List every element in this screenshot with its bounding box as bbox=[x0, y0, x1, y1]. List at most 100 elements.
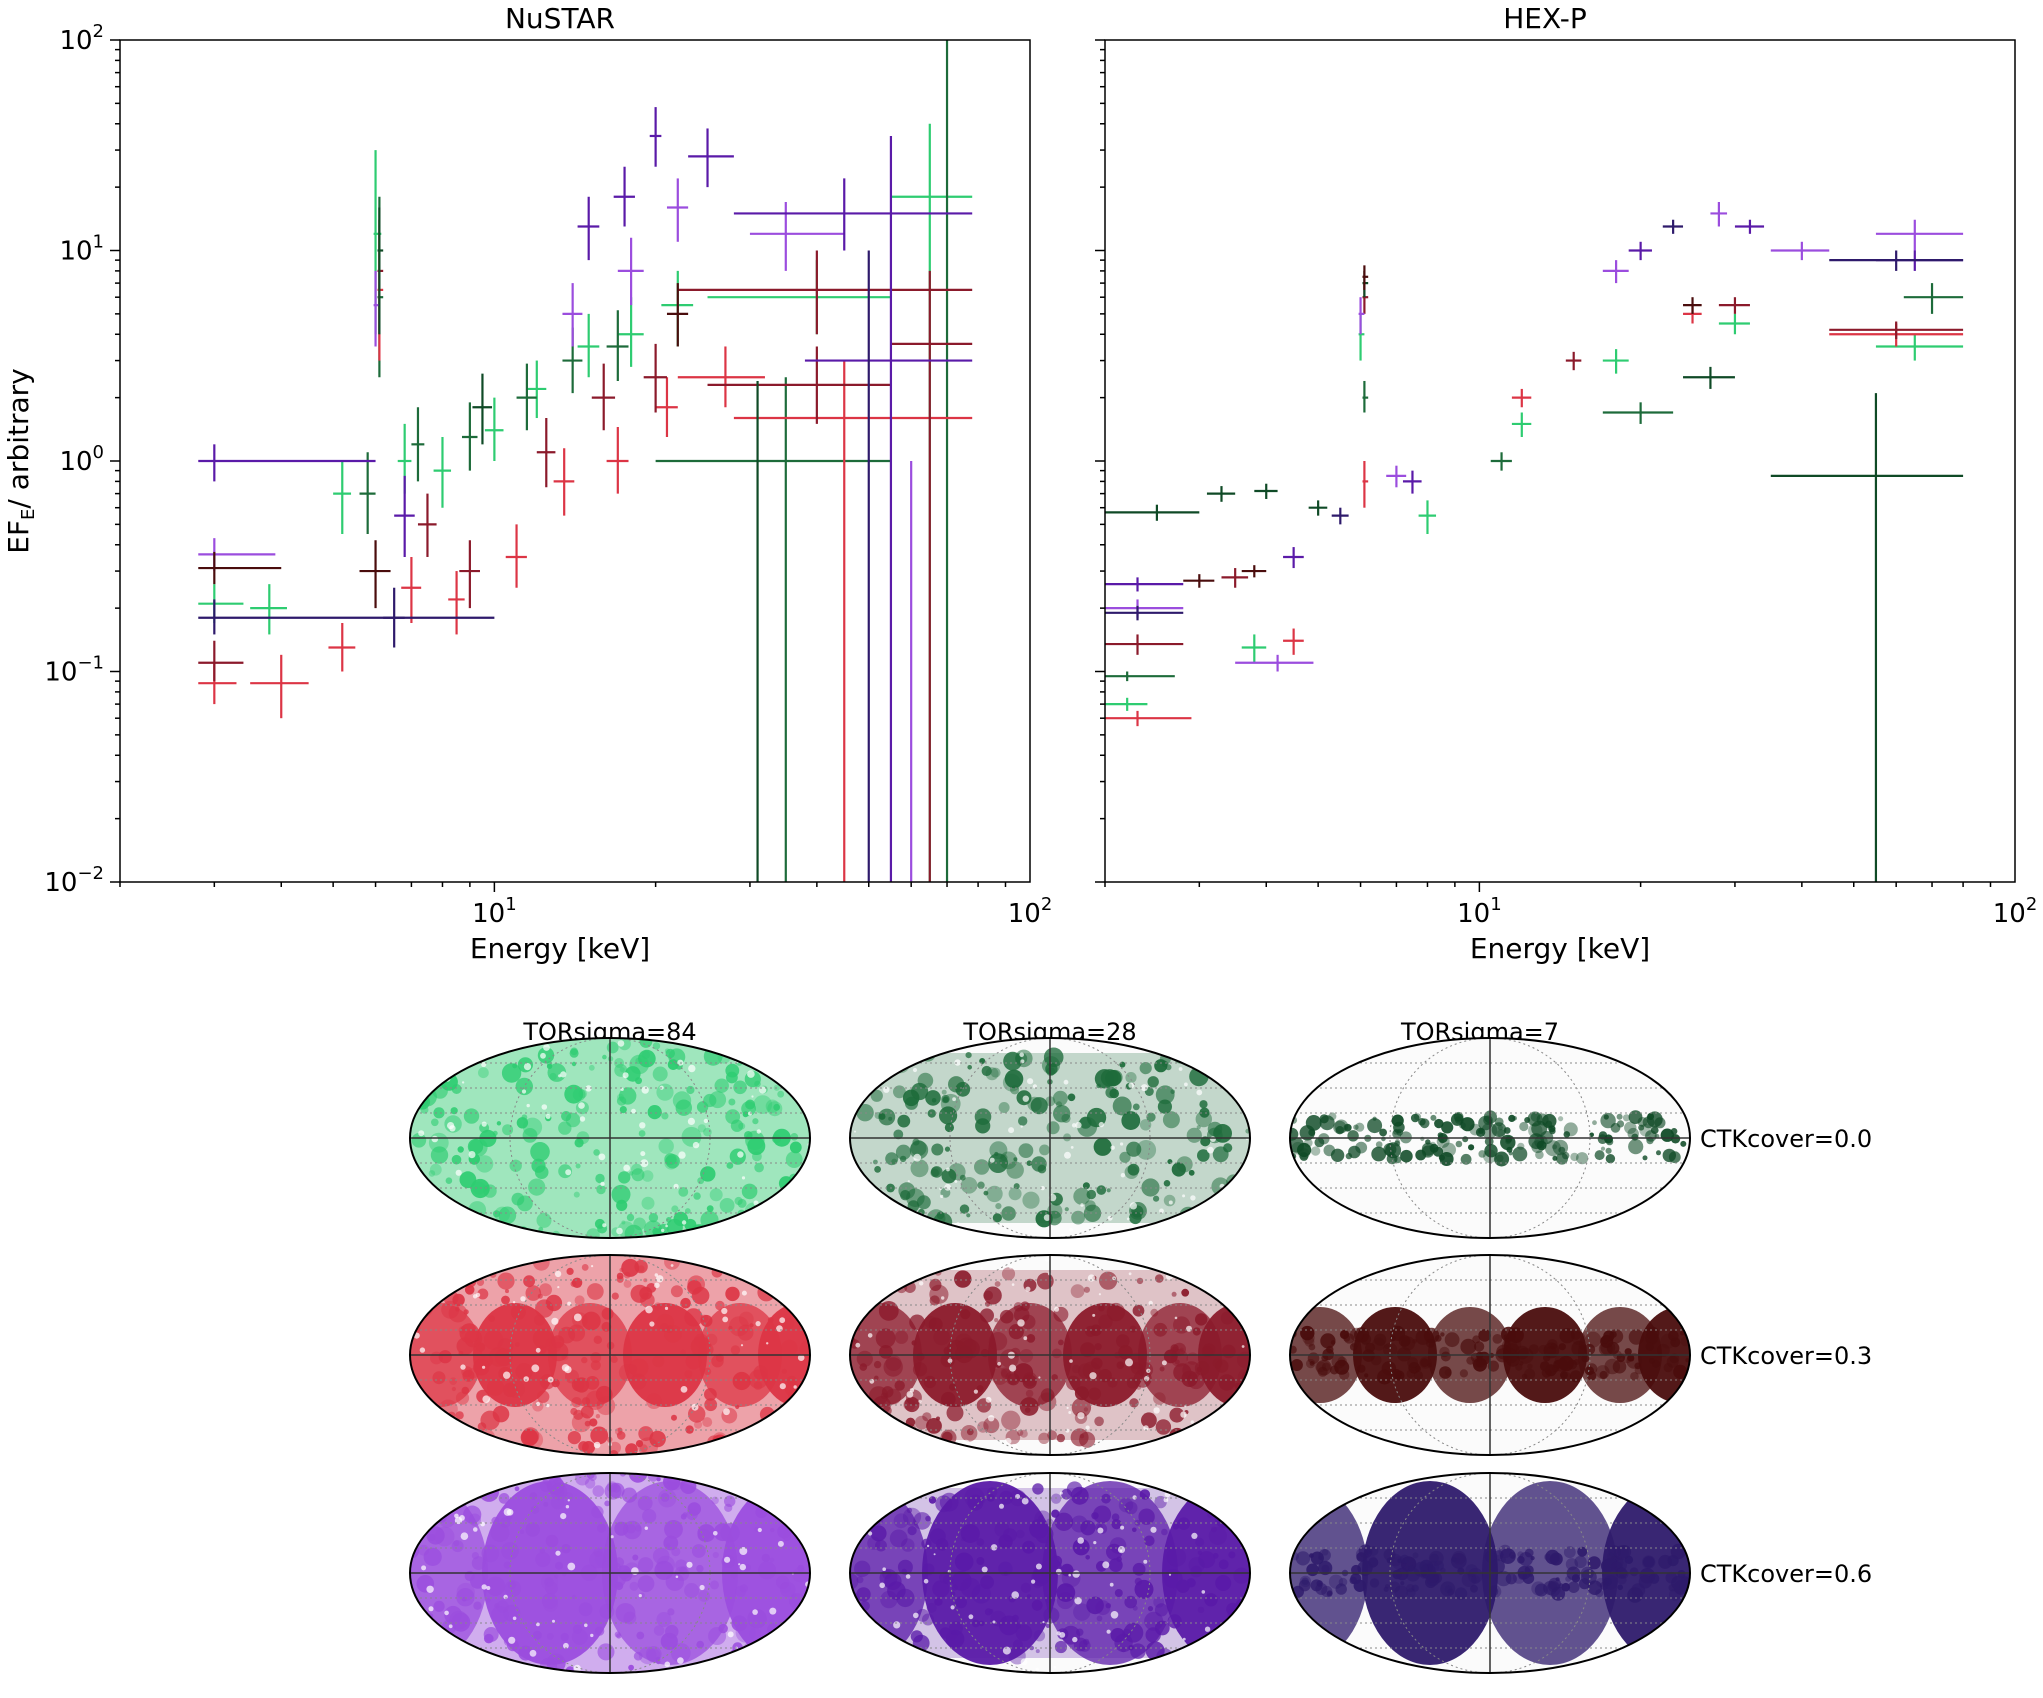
sky-blob bbox=[667, 1608, 675, 1616]
sky-blob bbox=[1054, 1640, 1068, 1654]
sky-speckle bbox=[1126, 1217, 1130, 1221]
sky-blob bbox=[704, 1388, 717, 1401]
sky-blob bbox=[461, 1386, 470, 1395]
sky-blob bbox=[487, 1378, 504, 1396]
sky-blob bbox=[1428, 1550, 1444, 1566]
hexp-series-4-point-2 bbox=[1358, 297, 1365, 335]
sky-speckle bbox=[1098, 1121, 1105, 1128]
sky-map-outline bbox=[409, 1037, 811, 1239]
sky-blob bbox=[652, 1547, 670, 1565]
nustar-series-5-point-7 bbox=[804, 135, 973, 882]
sky-blob bbox=[1581, 1569, 1597, 1586]
sky-speckle bbox=[1063, 1079, 1069, 1085]
sky-blob bbox=[1001, 1267, 1016, 1281]
sky-blob bbox=[503, 1561, 511, 1569]
sky-blob bbox=[1587, 1556, 1601, 1570]
sky-blob bbox=[666, 1325, 674, 1334]
sky-speckle bbox=[713, 1531, 718, 1536]
sky-blob bbox=[647, 1105, 662, 1120]
sky-blob bbox=[1471, 1575, 1480, 1585]
sky-blob bbox=[470, 1573, 486, 1589]
sky-blob bbox=[941, 1391, 956, 1407]
sky-speckle bbox=[1174, 1316, 1178, 1320]
sky-blob bbox=[615, 1581, 624, 1591]
sky-speckle bbox=[472, 1294, 478, 1299]
sky-blob bbox=[1309, 1361, 1315, 1366]
sky-blob bbox=[1118, 1345, 1133, 1360]
sky-blob bbox=[1132, 1103, 1140, 1111]
sky-blob bbox=[946, 1404, 964, 1422]
nustar-series-7-point-1 bbox=[359, 540, 391, 609]
sky-blob bbox=[473, 1601, 482, 1610]
sky-blob bbox=[1459, 1369, 1468, 1378]
sky-blob bbox=[1055, 1101, 1063, 1108]
sky-blob bbox=[1154, 1620, 1170, 1636]
sky-blob bbox=[571, 1629, 588, 1645]
sky-speckle bbox=[926, 1544, 930, 1548]
sky-blob bbox=[1319, 1114, 1329, 1124]
sky-blob bbox=[1198, 1551, 1216, 1569]
sky-blob bbox=[1355, 1141, 1368, 1154]
sky-speckle bbox=[1080, 1203, 1084, 1207]
sky-blob bbox=[875, 1539, 887, 1552]
nustar-series-5-point-3 bbox=[613, 166, 635, 227]
sky-blob bbox=[1153, 1195, 1160, 1202]
sky-blob bbox=[944, 1146, 951, 1152]
sky-blob bbox=[738, 1311, 754, 1327]
sky-speckle bbox=[1043, 1214, 1051, 1221]
sky-speckle bbox=[512, 1616, 517, 1621]
sky-blob bbox=[658, 1138, 674, 1154]
sky-speckle bbox=[664, 1306, 669, 1310]
sky-speckle bbox=[486, 1586, 491, 1590]
sky-blob bbox=[711, 1496, 719, 1505]
sky-blob bbox=[494, 1206, 510, 1223]
y-tick-label: 100 bbox=[59, 442, 104, 477]
sky-blob bbox=[1353, 1579, 1366, 1592]
sky-blob bbox=[664, 1153, 677, 1166]
sky-blob bbox=[752, 1151, 762, 1162]
sky-speckle bbox=[563, 1642, 569, 1649]
sky-blob bbox=[1040, 1388, 1055, 1403]
sky-blob bbox=[601, 1307, 614, 1320]
sky-blob bbox=[931, 1143, 944, 1156]
sky-blob bbox=[1385, 1584, 1390, 1589]
sky-blob bbox=[463, 1505, 482, 1524]
sky-blob bbox=[894, 1330, 909, 1344]
sky-speckle bbox=[1159, 1208, 1164, 1214]
hexp-series-5-point-1 bbox=[1283, 547, 1304, 569]
sky-blob bbox=[625, 1443, 638, 1455]
sky-blob bbox=[1066, 1375, 1081, 1391]
sky-speckle bbox=[1186, 1325, 1192, 1332]
sky-speckle bbox=[421, 1565, 427, 1571]
sky-blob bbox=[556, 1655, 563, 1663]
sky-blob bbox=[462, 1369, 475, 1382]
sky-speckle bbox=[992, 1620, 996, 1624]
sky-blob bbox=[451, 1154, 462, 1165]
sky-blob bbox=[1629, 1567, 1639, 1577]
sky-blob bbox=[1141, 1412, 1157, 1429]
sky-blob bbox=[1440, 1567, 1446, 1574]
sky-speckle bbox=[941, 1296, 945, 1300]
sky-blob bbox=[1589, 1132, 1594, 1138]
sky-blob bbox=[1561, 1582, 1571, 1592]
sky-blob bbox=[1318, 1560, 1333, 1576]
sky-blob bbox=[911, 1340, 917, 1346]
sky-blob bbox=[697, 1528, 711, 1542]
sky-blob bbox=[581, 1264, 589, 1271]
sky-blob bbox=[1096, 1615, 1103, 1622]
sky-blob bbox=[1601, 1337, 1608, 1344]
sky-speckle bbox=[777, 1540, 784, 1547]
sky-blob bbox=[535, 1551, 551, 1568]
sky-blob bbox=[634, 1259, 648, 1274]
sky-speckle bbox=[454, 1513, 459, 1519]
sky-speckle bbox=[1143, 1425, 1149, 1431]
sky-blob bbox=[933, 1328, 950, 1346]
sky-blob bbox=[1397, 1558, 1402, 1563]
sky-blob bbox=[537, 1390, 550, 1403]
sky-blob bbox=[543, 1501, 549, 1507]
sky-blob bbox=[484, 1633, 494, 1644]
sky-blob bbox=[988, 1332, 1008, 1351]
sky-blob bbox=[1083, 1286, 1090, 1293]
x-tick-label: 102 bbox=[1008, 894, 1053, 929]
sky-speckle bbox=[1035, 1667, 1040, 1672]
